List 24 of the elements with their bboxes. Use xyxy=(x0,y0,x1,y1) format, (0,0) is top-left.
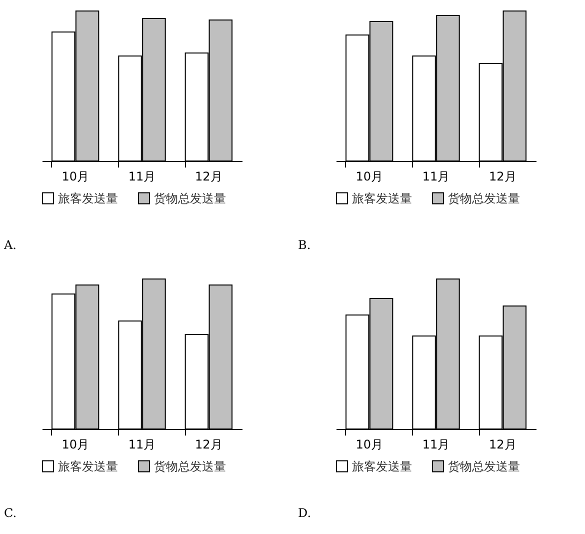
x-tick-label: 12月 xyxy=(195,170,222,184)
x-tick-label: 11月 xyxy=(422,170,450,184)
legend-label: 货物总发送量 xyxy=(448,191,520,206)
x-tick-label: 10月 xyxy=(62,170,89,184)
text: D. xyxy=(298,506,312,520)
x-tick-label: 10月 xyxy=(356,170,383,184)
x-tick-label: 11月 xyxy=(422,438,450,452)
x-tick-label: 10月 xyxy=(356,438,383,452)
legend-label: 旅客发送量 xyxy=(58,191,118,206)
x-tick-label: 12月 xyxy=(489,438,516,452)
x-tick-label: 11月 xyxy=(128,438,156,452)
legend-label: 旅客发送量 xyxy=(352,459,412,474)
legend-label: 货物总发送量 xyxy=(154,459,226,474)
x-tick-label: 12月 xyxy=(195,438,222,452)
text: B. xyxy=(298,238,311,252)
legend-label: 旅客发送量 xyxy=(58,459,118,474)
legend-label: 货物总发送量 xyxy=(448,459,520,474)
text: C. xyxy=(4,506,17,520)
legend-label: 旅客发送量 xyxy=(352,191,412,206)
x-tick-label: 12月 xyxy=(489,170,516,184)
text: A. xyxy=(4,238,16,252)
legend-label: 货物总发送量 xyxy=(154,191,226,206)
x-tick-label: 11月 xyxy=(128,170,156,184)
x-tick-label: 10月 xyxy=(62,438,89,452)
